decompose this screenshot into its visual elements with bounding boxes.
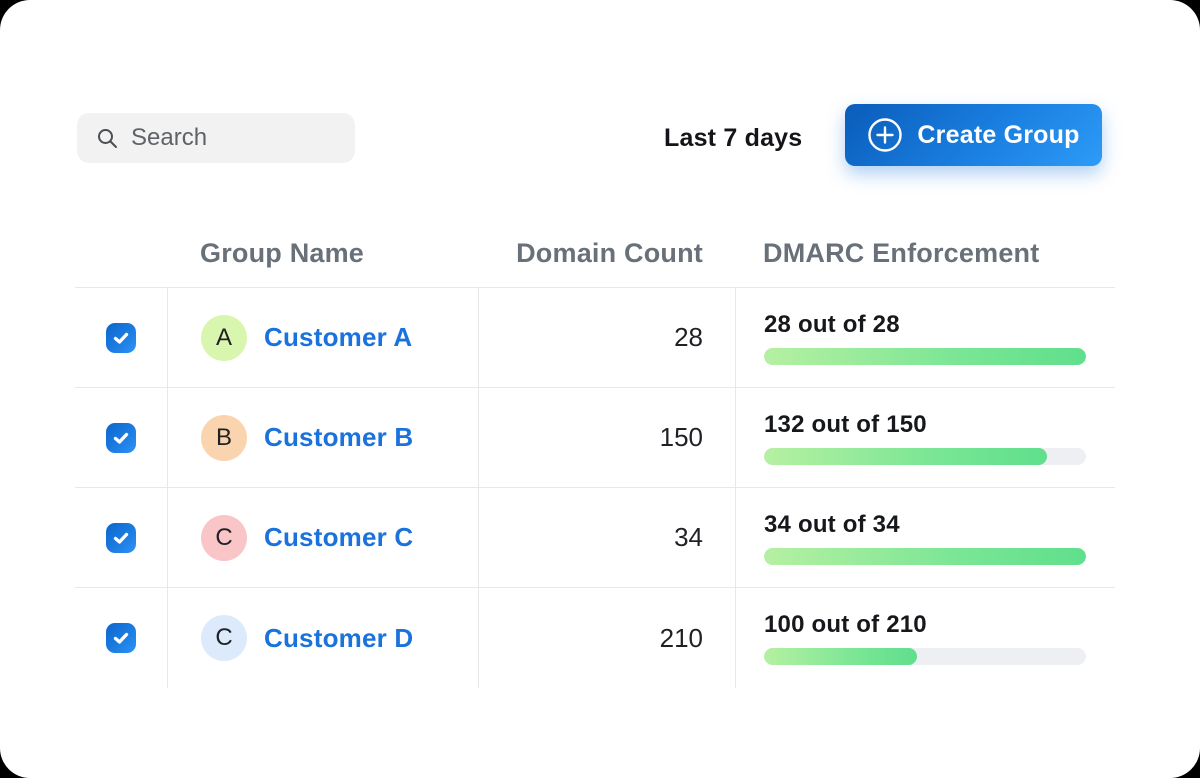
dmarc-label: 28 out of 28 <box>764 310 900 338</box>
dmarc-progress-fill <box>764 447 1048 465</box>
dmarc-progress-fill <box>764 648 918 665</box>
checkmark-icon <box>113 432 129 444</box>
header-dmarc-enforcement: DMARC Enforcement <box>763 238 1040 268</box>
dmarc-progress-bar <box>764 447 1086 465</box>
avatar: C <box>201 615 247 661</box>
table-row: A Customer A 28 28 out of 28 <box>75 288 1115 388</box>
dmarc-label: 34 out of 34 <box>764 510 900 538</box>
dmarc-label: 132 out of 150 <box>764 410 927 438</box>
search-icon <box>98 129 117 148</box>
create-group-button[interactable]: Create Group <box>845 104 1102 166</box>
table-row: B Customer B 150 132 out of 150 <box>75 388 1115 488</box>
search-box[interactable] <box>77 113 355 163</box>
dmarc-label: 100 out of 210 <box>764 611 927 638</box>
dmarc-progress-bar <box>764 648 1086 665</box>
row-checkbox[interactable] <box>106 522 136 553</box>
group-name-link[interactable]: Customer A <box>264 322 413 352</box>
checkmark-icon <box>113 632 129 644</box>
table-row: C Customer C 34 34 out of 34 <box>75 488 1115 588</box>
row-checkbox[interactable] <box>106 623 136 653</box>
avatar: C <box>201 514 247 561</box>
group-name-link[interactable]: Customer C <box>264 522 414 552</box>
plus-circle-icon <box>868 118 903 152</box>
groups-table: Group Name Domain Count DMARC Enforcemen… <box>75 220 1115 688</box>
domain-count-value: 210 <box>478 588 735 688</box>
dmarc-progress-fill <box>764 547 1086 565</box>
search-input[interactable] <box>131 124 339 152</box>
dmarc-progress-fill <box>764 347 1086 365</box>
dmarc-progress-bar <box>764 347 1086 365</box>
table-header: Group Name Domain Count DMARC Enforcemen… <box>75 220 1115 288</box>
row-checkbox[interactable] <box>106 322 136 353</box>
domain-count-value: 34 <box>478 488 735 587</box>
create-group-label: Create Group <box>917 120 1080 149</box>
avatar: B <box>201 414 247 461</box>
dmarc-progress-bar <box>764 547 1086 565</box>
header-domain-count: Domain Count <box>516 238 703 268</box>
checkmark-icon <box>113 532 129 544</box>
domain-count-value: 28 <box>478 288 735 387</box>
group-name-link[interactable]: Customer D <box>264 622 414 653</box>
row-checkbox[interactable] <box>106 422 136 453</box>
header-group-name: Group Name <box>200 238 365 268</box>
avatar: A <box>201 314 247 361</box>
table-body: A Customer A 28 28 out of 28 <box>75 288 1115 688</box>
checkmark-icon <box>113 332 129 344</box>
group-name-link[interactable]: Customer B <box>264 422 414 452</box>
date-range-filter[interactable]: Last 7 days <box>664 124 803 152</box>
table-row: C Customer D 210 100 out of 210 <box>75 588 1115 688</box>
domain-count-value: 150 <box>478 388 735 487</box>
